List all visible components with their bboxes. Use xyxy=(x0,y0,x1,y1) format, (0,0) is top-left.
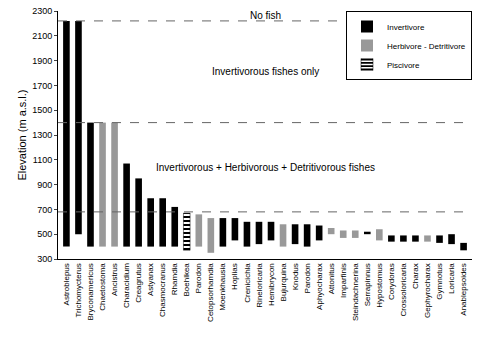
svg-text:1900: 1900 xyxy=(32,56,52,66)
svg-text:900: 900 xyxy=(37,180,52,190)
svg-text:Herbivore - Detritivore: Herbivore - Detritivore xyxy=(387,42,466,51)
svg-text:300: 300 xyxy=(37,254,52,264)
svg-text:Invertivorous fishes only: Invertivorous fishes only xyxy=(212,66,319,77)
svg-text:Crossoloricaria: Crossoloricaria xyxy=(399,263,408,317)
svg-text:Gephyrocharax: Gephyrocharax xyxy=(423,263,432,318)
svg-text:Attonitus: Attonitus xyxy=(327,263,336,294)
svg-text:2100: 2100 xyxy=(32,31,52,41)
svg-text:Hemibrycon: Hemibrycon xyxy=(267,263,276,306)
svg-text:Trichomycterus: Trichomycterus xyxy=(74,263,83,317)
svg-text:Boehlkea: Boehlkea xyxy=(182,263,191,297)
svg-text:1300: 1300 xyxy=(32,130,52,140)
svg-text:Steindachnerina: Steindachnerina xyxy=(351,263,360,321)
svg-text:Corydoras: Corydoras xyxy=(387,263,396,300)
svg-text:Characidium: Characidium xyxy=(122,263,131,308)
svg-text:Knodus: Knodus xyxy=(291,263,300,290)
svg-text:Hypostomus: Hypostomus xyxy=(375,263,384,307)
svg-text:Anablepsoides: Anablepsoides xyxy=(459,263,468,315)
svg-text:Moenkhausia: Moenkhausia xyxy=(218,263,227,311)
svg-text:1100: 1100 xyxy=(33,155,52,165)
svg-text:Cetopsorhamdia: Cetopsorhamdia xyxy=(206,263,215,322)
svg-text:Gymnotus: Gymnotus xyxy=(435,263,444,299)
svg-text:700: 700 xyxy=(37,205,52,215)
svg-text:Bujurquina: Bujurquina xyxy=(279,263,288,302)
svg-text:Hoplias: Hoplias xyxy=(231,263,240,290)
svg-text:Bryconamericus: Bryconamericus xyxy=(86,263,95,320)
svg-text:1500: 1500 xyxy=(32,105,52,115)
svg-text:Charax: Charax xyxy=(411,263,420,289)
svg-text:Rineloricaria: Rineloricaria xyxy=(255,263,264,308)
svg-text:Rhamdia: Rhamdia xyxy=(170,263,179,296)
svg-text:Astroblepus: Astroblepus xyxy=(62,263,71,305)
svg-text:Invertivore: Invertivore xyxy=(387,23,425,32)
svg-text:2300: 2300 xyxy=(32,6,52,16)
svg-text:Crenicichla: Crenicichla xyxy=(243,263,252,303)
svg-text:1700: 1700 xyxy=(32,81,52,91)
svg-text:Creagrutus: Creagrutus xyxy=(134,263,143,303)
svg-text:No fish: No fish xyxy=(250,10,281,21)
svg-text:Chaetostoma: Chaetostoma xyxy=(98,263,107,311)
svg-text:Ancistrus: Ancistrus xyxy=(110,263,119,296)
svg-text:Piscivore: Piscivore xyxy=(387,61,420,70)
svg-text:Serrapinnus: Serrapinnus xyxy=(363,263,372,306)
svg-text:500: 500 xyxy=(37,229,52,239)
svg-text:Parodon: Parodon xyxy=(194,263,203,293)
svg-text:Elevation (m a.s.l.): Elevation (m a.s.l.) xyxy=(16,89,28,180)
svg-text:Imparfinis: Imparfinis xyxy=(339,263,348,298)
svg-text:Astyanax: Astyanax xyxy=(146,263,155,296)
svg-text:Parodon: Parodon xyxy=(303,263,312,293)
svg-text:Invertivorous + Herbivorous +: Invertivorous + Herbivorous + Detritivor… xyxy=(156,162,375,173)
svg-text:Chasmocranus: Chasmocranus xyxy=(158,263,167,317)
svg-text:Aphyocharax: Aphyocharax xyxy=(315,263,324,310)
svg-text:Loricaria: Loricaria xyxy=(447,263,456,294)
